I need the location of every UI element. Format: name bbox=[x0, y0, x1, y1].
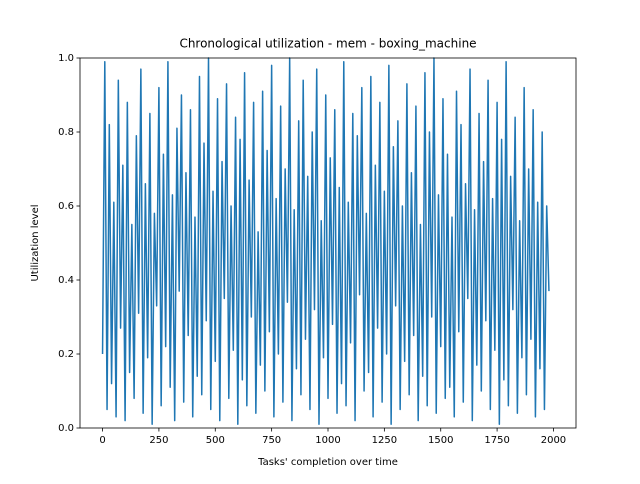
x-tick-label: 1250 bbox=[372, 435, 397, 446]
y-axis-label: Utilization level bbox=[30, 204, 41, 281]
plot-frame bbox=[79, 57, 577, 429]
data-line bbox=[101, 57, 550, 426]
x-tick-label: 0 bbox=[99, 435, 105, 446]
y-tick-label: 0.0 bbox=[58, 423, 74, 434]
x-tick-label: 250 bbox=[149, 435, 168, 446]
x-tick-label: 500 bbox=[206, 435, 225, 446]
x-tick-label: 1000 bbox=[315, 435, 340, 446]
y-tick-label: 1.0 bbox=[58, 53, 74, 64]
x-tick-label: 1750 bbox=[484, 435, 509, 446]
y-tick-label: 0.6 bbox=[58, 201, 74, 212]
chart-title: Chronological utilization - mem - boxing… bbox=[179, 37, 476, 51]
x-tick-label: 2000 bbox=[541, 435, 566, 446]
y-tick-label: 0.4 bbox=[58, 275, 74, 286]
x-tick-label: 1500 bbox=[428, 435, 453, 446]
x-axis-label: Tasks' completion over time bbox=[257, 457, 398, 468]
y-tick-label: 0.8 bbox=[58, 127, 74, 138]
x-tick-label: 750 bbox=[262, 435, 281, 446]
y-tick-label: 0.2 bbox=[58, 349, 74, 360]
